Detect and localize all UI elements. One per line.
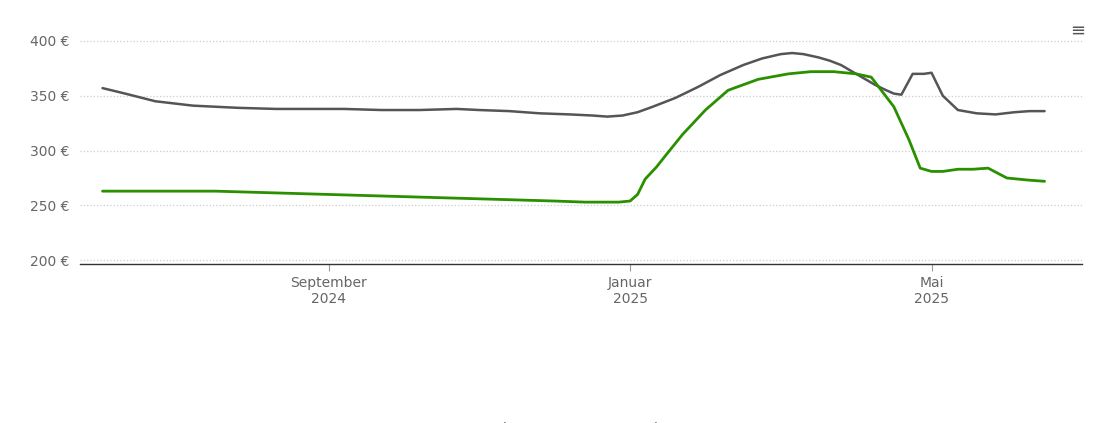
Text: ≡: ≡ xyxy=(1070,21,1086,39)
Legend: lose Ware, Sackware: lose Ware, Sackware xyxy=(461,417,702,423)
